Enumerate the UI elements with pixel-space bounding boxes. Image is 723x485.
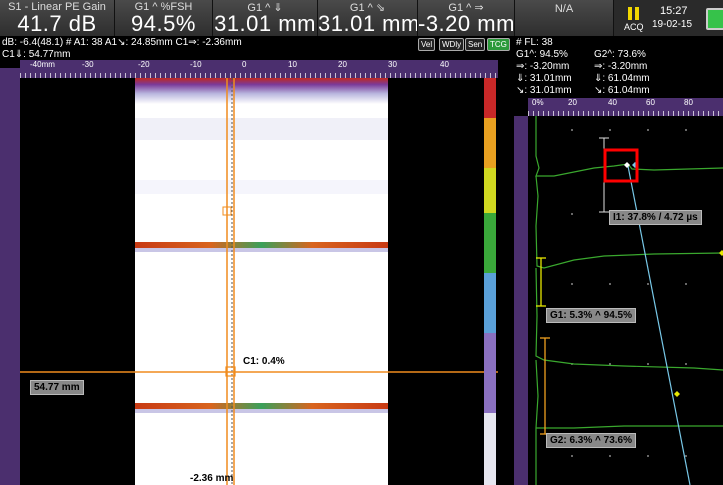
g1-offset: ⇒: -3.20mm <box>516 61 570 72</box>
status-header: S1 - Linear PE Gain 41.7 dB G1 ^ %FSH 94… <box>0 0 723 36</box>
ruler-tick: 20 <box>338 60 347 69</box>
highlight-box <box>603 148 639 183</box>
ascan-svg <box>514 116 723 485</box>
header-gain-value: 41.7 dB <box>17 11 97 36</box>
amplitude-ruler: 0% 20 40 60 80 <box>528 98 723 116</box>
scan-svg <box>0 68 498 485</box>
amp-tick: 80 <box>684 98 693 107</box>
ascan-grid <box>571 129 687 457</box>
ruler-tick: -30 <box>82 60 94 69</box>
reflector-band-2 <box>135 403 388 409</box>
ruler-tick: 30 <box>388 60 397 69</box>
surface-echo <box>135 78 388 104</box>
ruler-tick: -20 <box>138 60 150 69</box>
toggle-sen[interactable]: Sen <box>465 38 486 51</box>
amp-tick: 20 <box>568 98 577 107</box>
ascan-signal <box>535 116 723 485</box>
header-gain-label: S1 - Linear PE Gain <box>8 1 106 13</box>
ruler-tick: 10 <box>288 60 297 69</box>
readings-line-1: dB: -6.4(48.1) # A1: 38 A1↘: 24.85mm C1⇒… <box>2 37 242 48</box>
header-amplitude-cell[interactable]: G1 ^ %FSH 94.5% <box>115 0 213 36</box>
clock-date: 19-02-15 <box>652 19 693 30</box>
toggle-wdly[interactable]: WDly <box>439 38 465 51</box>
index-cursor-readout: -2.36 mm <box>190 473 234 484</box>
pause-icon[interactable] <box>628 7 632 20</box>
header-na-label: N/A <box>554 3 574 15</box>
gate-marker <box>222 206 232 216</box>
header-depth-label: G1 ^ ⇓ <box>247 2 283 14</box>
c1-amplitude-label: C1: 0.4% <box>243 356 285 367</box>
depth-ruler <box>0 68 20 485</box>
ruler-tick: 40 <box>440 60 449 69</box>
acq-status-panel: ACQ 15:27 19-02-15 <box>614 0 723 36</box>
g1-gate-readout: G1: 5.3% ^ 94.5% <box>546 308 636 323</box>
toggle-vel[interactable]: Vel <box>418 38 436 51</box>
g1-amplitude: G1^: 94.5% <box>516 49 568 60</box>
ascan-view[interactable]: I1: 37.8% / 4.72 µs G1: 5.3% ^ 94.5% G2:… <box>514 116 723 485</box>
header-gain-cell[interactable]: S1 - Linear PE Gain 41.7 dB <box>0 0 115 36</box>
header-offset-value: -3.20 mm <box>418 11 515 36</box>
header-soundpath-label: G1 ^ ⇘ <box>349 2 386 14</box>
header-soundpath-cell[interactable]: G1 ^ ⇘ 31.01 mm <box>318 0 418 36</box>
i-peak-marker <box>624 162 630 168</box>
header-depth-value: 31.01 mm <box>214 11 316 36</box>
battery-icon <box>706 8 723 30</box>
header-amplitude-value: 94.5% <box>131 11 196 36</box>
g2-offset: ⇒: -3.20mm <box>594 61 648 72</box>
fl-count: # FL: 38 <box>516 37 553 48</box>
g1-soundpath: ↘: 31.01mm <box>516 85 572 96</box>
g2-depth: ⇓: 61.04mm <box>594 73 650 84</box>
header-offset-label: G1 ^ ⇒ <box>448 2 484 14</box>
g1-depth: ⇓: 31.01mm <box>516 73 572 84</box>
scan-view[interactable]: -40mm -30 -20 -10 0 10 20 30 40 C1: 0.4%… <box>0 60 498 485</box>
header-offset-cell[interactable]: G1 ^ ⇒ -3.20 mm <box>418 0 515 36</box>
ruler-tick: 0 <box>242 60 247 69</box>
readings-line-2: C1⇓: 54.77mm <box>2 49 71 60</box>
g2-soundpath: ↘: 61.04mm <box>594 85 650 96</box>
amp-tick: 0% <box>532 98 544 107</box>
ruler-tick: -40mm <box>30 60 55 69</box>
header-soundpath-value: 31.01 mm <box>318 11 418 36</box>
g2-gate-readout: G2: 6.3% ^ 73.6% <box>546 433 636 448</box>
color-palette <box>484 413 496 485</box>
ascan-depth-ruler <box>514 116 528 485</box>
g2-peak-marker <box>674 391 680 397</box>
g2-amplitude: G2^: 73.6% <box>594 49 646 60</box>
ruler-tick: -10 <box>190 60 202 69</box>
scan-image <box>135 78 388 485</box>
toggle-tcg[interactable]: TCG <box>487 38 510 51</box>
reflector-band-1 <box>135 242 388 248</box>
mode-label: ACQ <box>624 22 644 32</box>
header-amplitude-label: G1 ^ %FSH <box>134 1 193 13</box>
g1-peak-marker <box>719 250 723 256</box>
amp-tick: 40 <box>608 98 617 107</box>
index-ruler: -40mm -30 -20 -10 0 10 20 30 40 <box>20 60 498 78</box>
clock-time: 15:27 <box>660 5 688 17</box>
cursor-intersection <box>225 366 236 377</box>
depth-cursor-readout: 54.77 mm <box>30 380 84 395</box>
header-depth-cell[interactable]: G1 ^ ⇓ 31.01 mm <box>213 0 318 36</box>
header-na-cell[interactable]: N/A <box>515 0 614 36</box>
pause-icon-bar <box>635 7 639 20</box>
amp-tick: 60 <box>646 98 655 107</box>
i-gate-readout: I1: 37.8% / 4.72 µs <box>609 210 702 225</box>
